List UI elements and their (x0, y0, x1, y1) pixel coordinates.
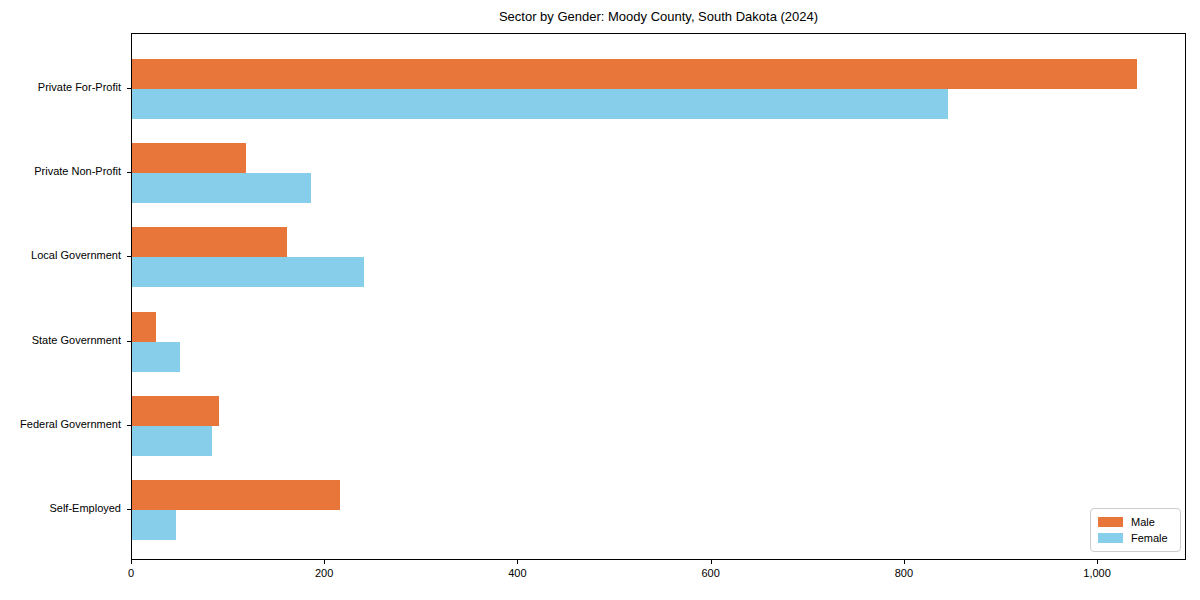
bar-male-3 (132, 312, 156, 342)
bar-male-1 (132, 143, 246, 173)
legend-entry-female: Female (1098, 530, 1172, 546)
x-tick-label: 600 (681, 567, 741, 579)
legend-label: Female (1131, 532, 1168, 544)
bar-female-5 (132, 510, 176, 540)
x-tick-mark (324, 560, 325, 564)
x-tick-mark (1097, 560, 1098, 564)
y-tick-mark (127, 172, 131, 173)
y-tick-mark (127, 509, 131, 510)
y-tick-mark (127, 256, 131, 257)
bar-female-4 (132, 426, 212, 456)
y-tick-mark (127, 88, 131, 89)
bar-male-4 (132, 396, 219, 426)
bar-female-0 (132, 89, 948, 119)
y-tick-mark (127, 425, 131, 426)
y-tick-label: Private Non-Profit (0, 165, 121, 177)
legend: Male Female (1090, 508, 1181, 552)
legend-swatch-female (1098, 533, 1123, 543)
bar-female-2 (132, 257, 364, 287)
legend-swatch-male (1098, 517, 1123, 527)
figure: Sector by Gender: Moody County, South Da… (0, 0, 1200, 600)
x-tick-label: 400 (487, 567, 547, 579)
y-tick-label: Private For-Profit (0, 81, 121, 93)
x-tick-label: 0 (101, 567, 161, 579)
y-tick-label: State Government (0, 334, 121, 346)
bar-male-0 (132, 59, 1137, 89)
bar-female-3 (132, 342, 180, 372)
y-tick-label: Federal Government (0, 418, 121, 430)
bar-female-1 (132, 173, 311, 203)
bar-male-2 (132, 227, 287, 257)
x-tick-mark (131, 560, 132, 564)
plot-area (131, 33, 1186, 560)
chart-title: Sector by Gender: Moody County, South Da… (131, 9, 1186, 24)
legend-entry-male: Male (1098, 514, 1172, 530)
y-tick-label: Local Government (0, 249, 121, 261)
bar-male-5 (132, 480, 340, 510)
x-tick-label: 800 (874, 567, 934, 579)
y-tick-label: Self-Employed (0, 502, 121, 514)
x-tick-label: 200 (294, 567, 354, 579)
x-tick-label: 1,000 (1067, 567, 1127, 579)
legend-label: Male (1131, 516, 1155, 528)
x-tick-mark (711, 560, 712, 564)
x-tick-mark (904, 560, 905, 564)
x-tick-mark (517, 560, 518, 564)
y-tick-mark (127, 341, 131, 342)
